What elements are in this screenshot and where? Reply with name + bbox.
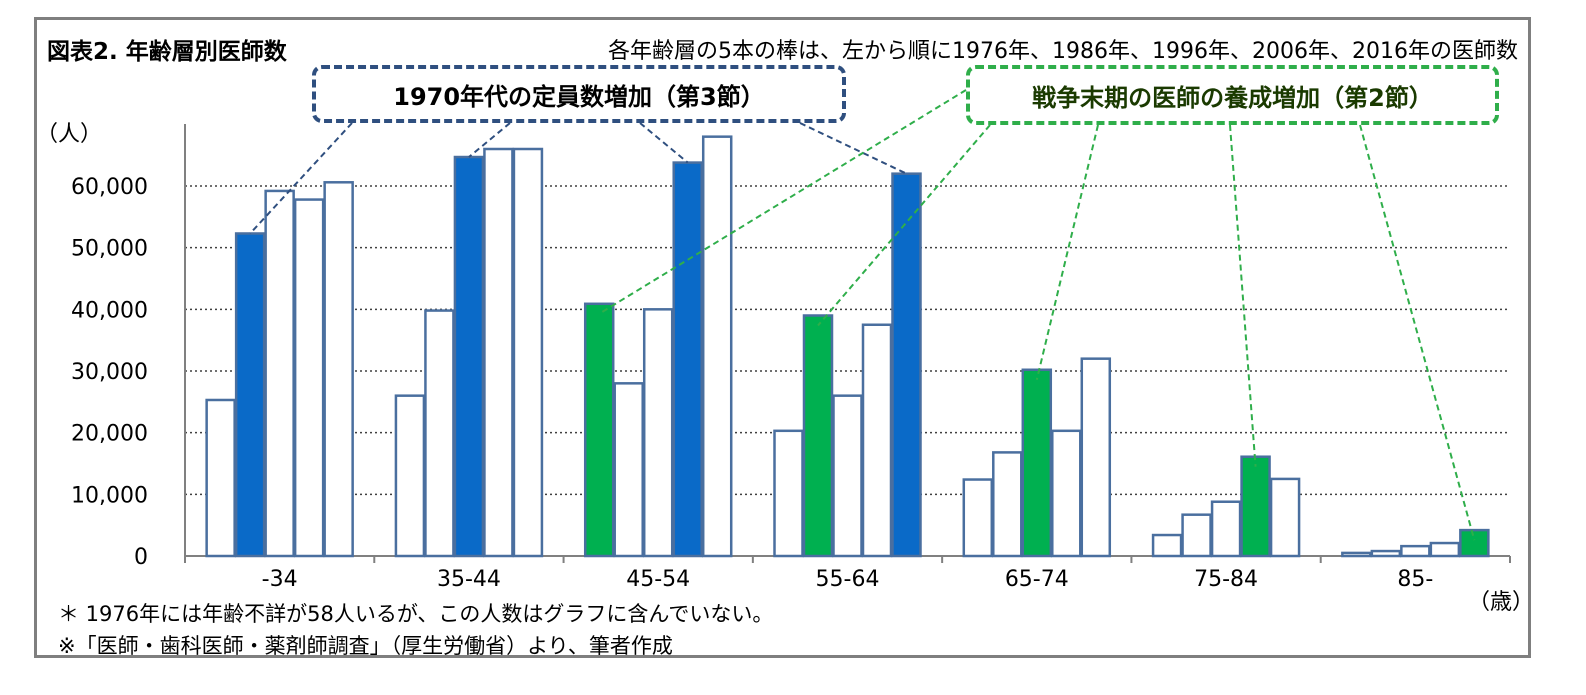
x-tick-label: 45-54: [626, 567, 690, 592]
bar: [1240, 455, 1271, 558]
leader-line-blue: [468, 122, 511, 158]
leader-line-green: [1359, 124, 1476, 541]
callout-1970s: 1970年代の定員数増加（第3節）: [312, 65, 846, 123]
x-tick-label: 85-: [1397, 567, 1433, 592]
bar: [1210, 500, 1242, 558]
bar: [861, 323, 893, 558]
x-tick-label: 35-44: [437, 567, 501, 592]
y-tick-label: 20,000: [71, 422, 148, 447]
leader-line-blue: [639, 122, 689, 164]
bar: [394, 394, 426, 558]
y-tick-label: 60,000: [71, 175, 148, 200]
bar: [205, 398, 236, 558]
bar: [773, 429, 804, 558]
y-axis-unit: （人）: [36, 122, 103, 147]
y-tick-label: 40,000: [71, 298, 148, 323]
bar: [802, 314, 834, 558]
bar: [1021, 368, 1053, 558]
leader-line-blue: [799, 122, 907, 175]
bar: [264, 189, 295, 558]
leader-line-green: [1035, 124, 1099, 381]
bar: [424, 309, 455, 558]
bar: [1080, 357, 1112, 558]
bar: [483, 147, 514, 558]
x-tick-label: 75-84: [1194, 567, 1258, 592]
chart-title: 図表2. 年齢層別医師数: [47, 39, 287, 65]
leader-line-green: [1229, 124, 1257, 467]
chart-subtitle: 各年齢層の5本の棒は、左から順に1976年、1986年、1996年、2006年、…: [608, 39, 1518, 64]
x-tick-label: -34: [262, 567, 298, 592]
bar: [701, 135, 733, 558]
bar: [1181, 513, 1212, 558]
bar: [583, 302, 615, 558]
bar: [1400, 544, 1431, 558]
bar: [1051, 429, 1082, 558]
leader-line-blue: [249, 122, 353, 235]
y-tick-label: 0: [134, 545, 148, 570]
bar: [323, 181, 354, 558]
x-tick-label: 65-74: [1005, 567, 1069, 592]
bar: [453, 155, 485, 558]
bar: [1151, 533, 1183, 558]
leader-line-green: [817, 124, 991, 327]
bar: [1341, 551, 1372, 558]
bar: [672, 161, 703, 558]
y-tick-label: 10,000: [71, 483, 148, 508]
y-tick-label: 30,000: [71, 360, 148, 385]
footnote-missing-age: ＊ 1976年には年齢不詳が58人いるが、この人数はグラフに含んでいない。: [58, 602, 774, 626]
bar: [1429, 541, 1461, 558]
bar: [1459, 528, 1490, 558]
leader-line-green: [598, 89, 967, 315]
bar: [1370, 549, 1402, 558]
bar: [891, 172, 922, 558]
bar: [293, 198, 325, 558]
chart-frame: [34, 17, 1531, 658]
x-axis-unit: （歳）: [1468, 590, 1535, 615]
callout-wartime-text: 戦争末期の医師の養成増加（第2節）: [1032, 83, 1433, 112]
bar: [992, 451, 1023, 558]
bar: [642, 308, 674, 558]
bar: [234, 232, 266, 558]
bar: [1269, 477, 1301, 558]
callout-1970s-text: 1970年代の定員数増加（第3節）: [393, 82, 765, 111]
y-tick-label: 50,000: [71, 237, 148, 262]
footnote-source: ※「医師・歯科医師・薬剤師調査」（厚生労働省）より、筆者作成: [58, 634, 673, 658]
bar: [512, 147, 544, 558]
bar: [832, 394, 863, 558]
callout-wartime: 戦争末期の医師の養成増加（第2節）: [966, 65, 1499, 125]
bar: [962, 478, 994, 558]
x-tick-label: 55-64: [816, 567, 880, 592]
bar: [613, 382, 644, 558]
